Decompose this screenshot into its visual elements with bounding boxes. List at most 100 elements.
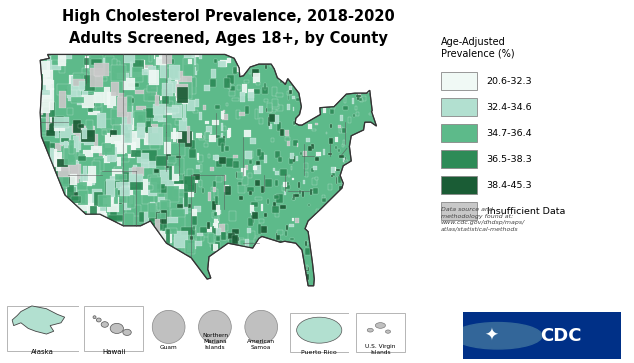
Bar (248, 231, 255, 241)
Bar (346, 224, 349, 229)
Bar (127, 145, 131, 154)
Bar (176, 84, 188, 98)
Bar (383, 122, 386, 125)
Bar (111, 109, 122, 125)
Bar (362, 261, 366, 268)
Bar (278, 156, 282, 162)
Text: Insufficient Data: Insufficient Data (487, 207, 565, 216)
Bar (233, 161, 238, 168)
Bar (337, 65, 341, 71)
Bar (269, 255, 271, 260)
Bar (289, 224, 294, 227)
Bar (188, 190, 194, 197)
Bar (354, 158, 357, 161)
Bar (376, 76, 378, 77)
Bar (365, 232, 369, 238)
Bar (107, 197, 119, 212)
Ellipse shape (375, 323, 385, 328)
Bar (148, 85, 157, 92)
Bar (129, 190, 133, 204)
Bar (289, 90, 292, 94)
Bar (66, 233, 79, 241)
Bar (143, 109, 150, 121)
Bar (292, 178, 294, 180)
Bar (288, 53, 291, 58)
Bar (267, 199, 269, 204)
Bar (371, 186, 375, 188)
Bar (49, 116, 64, 133)
Bar (292, 96, 295, 99)
Bar (164, 137, 171, 154)
Bar (82, 95, 94, 108)
Bar (327, 248, 332, 252)
Bar (249, 217, 254, 226)
Bar (301, 116, 304, 119)
Bar (269, 52, 275, 59)
Bar (58, 50, 66, 63)
Text: 20.6-32.3: 20.6-32.3 (487, 77, 532, 86)
Bar (116, 61, 120, 78)
Bar (325, 88, 328, 94)
Bar (337, 53, 339, 57)
Bar (157, 213, 166, 219)
Bar (230, 261, 233, 270)
Bar (287, 182, 289, 187)
Bar (381, 194, 384, 199)
Bar (386, 259, 390, 266)
Bar (158, 197, 170, 207)
Ellipse shape (93, 316, 96, 319)
Bar (71, 90, 82, 95)
Bar (377, 261, 380, 264)
Bar (137, 153, 149, 163)
Bar (94, 95, 101, 107)
Bar (237, 85, 242, 90)
Bar (61, 138, 70, 143)
Bar (96, 103, 102, 112)
Bar (162, 53, 172, 64)
Bar (117, 72, 131, 77)
Bar (344, 140, 345, 145)
Bar (153, 104, 166, 115)
Bar (41, 102, 55, 117)
Bar (240, 92, 245, 95)
Bar (292, 58, 294, 64)
Bar (144, 212, 148, 227)
Bar (385, 81, 390, 85)
Bar (83, 181, 92, 186)
Bar (176, 94, 190, 100)
Bar (344, 160, 348, 163)
Bar (161, 234, 171, 240)
Bar (323, 101, 327, 103)
Bar (237, 172, 243, 179)
Bar (181, 180, 196, 193)
Bar (174, 184, 188, 193)
Bar (380, 265, 381, 270)
Bar (83, 126, 94, 138)
Bar (205, 132, 210, 142)
Bar (208, 233, 214, 243)
Bar (375, 107, 377, 114)
Bar (53, 152, 61, 164)
Bar (83, 241, 86, 248)
Bar (155, 212, 169, 223)
Bar (44, 76, 48, 91)
Bar (250, 205, 254, 213)
Bar (141, 60, 145, 71)
Bar (66, 151, 70, 159)
Bar (329, 209, 333, 211)
Bar (133, 60, 144, 72)
Bar (142, 150, 157, 165)
Bar (42, 175, 53, 179)
Bar (322, 87, 323, 93)
Bar (196, 164, 200, 169)
Bar (359, 244, 362, 248)
Bar (110, 176, 119, 180)
Bar (366, 146, 371, 151)
Bar (37, 107, 52, 123)
Bar (187, 100, 195, 111)
Bar (283, 248, 285, 253)
Bar (262, 275, 268, 281)
Bar (230, 252, 236, 257)
Bar (193, 174, 200, 180)
Bar (103, 152, 110, 163)
